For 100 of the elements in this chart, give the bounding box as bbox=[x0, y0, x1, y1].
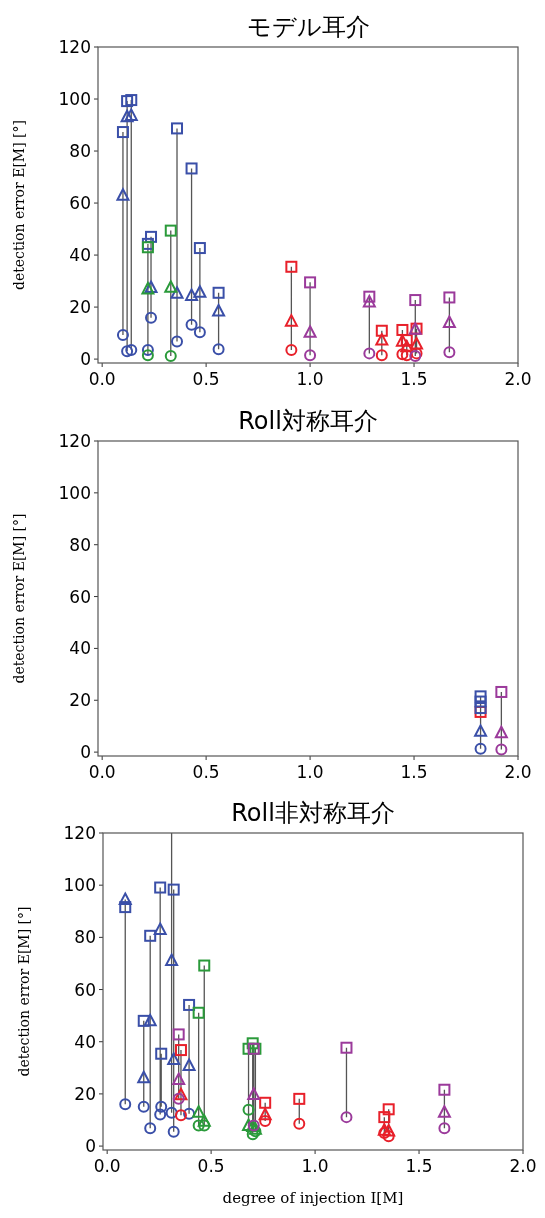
chart-title: モデル耳介 bbox=[246, 13, 370, 41]
y-tick-label: 40 bbox=[69, 638, 91, 659]
point bbox=[167, 883, 180, 896]
point bbox=[137, 1014, 150, 1027]
y-tick-label: 60 bbox=[69, 193, 91, 214]
point bbox=[145, 230, 158, 243]
point bbox=[192, 1006, 205, 1019]
chart-title: Roll対称耳介 bbox=[238, 407, 378, 435]
point bbox=[382, 1103, 395, 1116]
point bbox=[185, 162, 198, 175]
point bbox=[154, 881, 167, 894]
y-tick-label: 120 bbox=[63, 823, 96, 843]
point bbox=[242, 1118, 256, 1131]
point bbox=[378, 1111, 391, 1124]
point bbox=[118, 892, 132, 906]
point bbox=[141, 237, 154, 250]
point bbox=[375, 349, 388, 362]
y-tick-label: 20 bbox=[69, 690, 91, 711]
point bbox=[258, 1107, 272, 1121]
point bbox=[375, 324, 388, 337]
point bbox=[116, 328, 129, 341]
y-tick-label: 100 bbox=[63, 875, 96, 896]
point bbox=[185, 318, 198, 331]
point bbox=[165, 953, 179, 967]
y-tick-label: 60 bbox=[74, 979, 96, 1000]
point bbox=[183, 1107, 196, 1120]
point bbox=[442, 315, 456, 328]
point bbox=[495, 685, 508, 698]
point bbox=[193, 242, 206, 255]
x-tick-label: 0.5 bbox=[192, 762, 220, 782]
y-tick-label: 80 bbox=[69, 534, 91, 555]
point bbox=[174, 1087, 188, 1101]
point bbox=[172, 1028, 185, 1041]
point bbox=[116, 126, 129, 139]
point bbox=[153, 922, 167, 936]
point bbox=[143, 1013, 157, 1027]
y-tick-label: 80 bbox=[74, 927, 96, 948]
point bbox=[121, 345, 134, 358]
point bbox=[193, 285, 207, 298]
point bbox=[116, 188, 130, 201]
point bbox=[144, 929, 157, 942]
x-tick-label: 1.0 bbox=[301, 1156, 329, 1176]
point bbox=[164, 224, 177, 237]
x-tick-label: 0.0 bbox=[88, 762, 116, 782]
point bbox=[164, 349, 177, 362]
y-tick-label: 120 bbox=[58, 37, 91, 57]
point bbox=[437, 1105, 451, 1118]
y-tick-label: 20 bbox=[74, 1083, 96, 1104]
point bbox=[340, 1041, 353, 1054]
point bbox=[212, 343, 225, 356]
point bbox=[172, 1092, 185, 1105]
point bbox=[124, 108, 138, 121]
y-tick-label: 0 bbox=[80, 349, 91, 370]
point bbox=[174, 1044, 187, 1057]
point bbox=[174, 1109, 187, 1122]
point bbox=[474, 690, 487, 703]
x-tick-label: 0.0 bbox=[88, 369, 116, 389]
point bbox=[293, 1092, 306, 1105]
x-tick-label: 2.0 bbox=[509, 1156, 537, 1176]
point bbox=[125, 344, 138, 356]
point bbox=[409, 294, 422, 307]
point bbox=[197, 1114, 211, 1127]
y-tick-label: 0 bbox=[80, 742, 91, 763]
point bbox=[198, 959, 211, 972]
point bbox=[171, 122, 184, 135]
point bbox=[183, 998, 196, 1011]
x-tick-label: 1.0 bbox=[296, 762, 324, 782]
point bbox=[363, 290, 376, 303]
point bbox=[137, 1070, 151, 1084]
y-tick-label: 20 bbox=[69, 297, 91, 318]
point bbox=[155, 1047, 168, 1060]
point bbox=[285, 344, 298, 356]
y-tick-label: 100 bbox=[58, 482, 91, 503]
point bbox=[474, 724, 488, 737]
point bbox=[212, 303, 226, 317]
y-tick-label: 80 bbox=[69, 141, 91, 162]
point bbox=[396, 323, 409, 336]
point bbox=[145, 311, 158, 324]
x-tick-label: 1.5 bbox=[400, 369, 428, 389]
chart-title: Roll非対称耳介 bbox=[231, 799, 395, 827]
point bbox=[144, 1122, 157, 1135]
x-tick-label: 0.0 bbox=[93, 1156, 121, 1176]
point bbox=[400, 334, 413, 347]
point bbox=[443, 291, 456, 304]
point bbox=[247, 1087, 261, 1100]
point bbox=[285, 260, 298, 273]
point bbox=[340, 1111, 353, 1124]
y-tick-label: 120 bbox=[58, 431, 91, 451]
point bbox=[192, 1119, 205, 1132]
x-tick-label: 2.0 bbox=[504, 762, 532, 782]
point bbox=[494, 725, 508, 739]
point bbox=[362, 294, 376, 308]
point bbox=[164, 280, 178, 293]
point bbox=[284, 314, 298, 327]
point bbox=[165, 1106, 178, 1119]
point bbox=[395, 334, 409, 347]
y-axis-title: detection error E[M] [°] bbox=[11, 513, 27, 684]
x-tick-label: 1.5 bbox=[405, 1156, 433, 1176]
y-tick-label: 0 bbox=[85, 1136, 96, 1157]
point bbox=[259, 1096, 272, 1109]
